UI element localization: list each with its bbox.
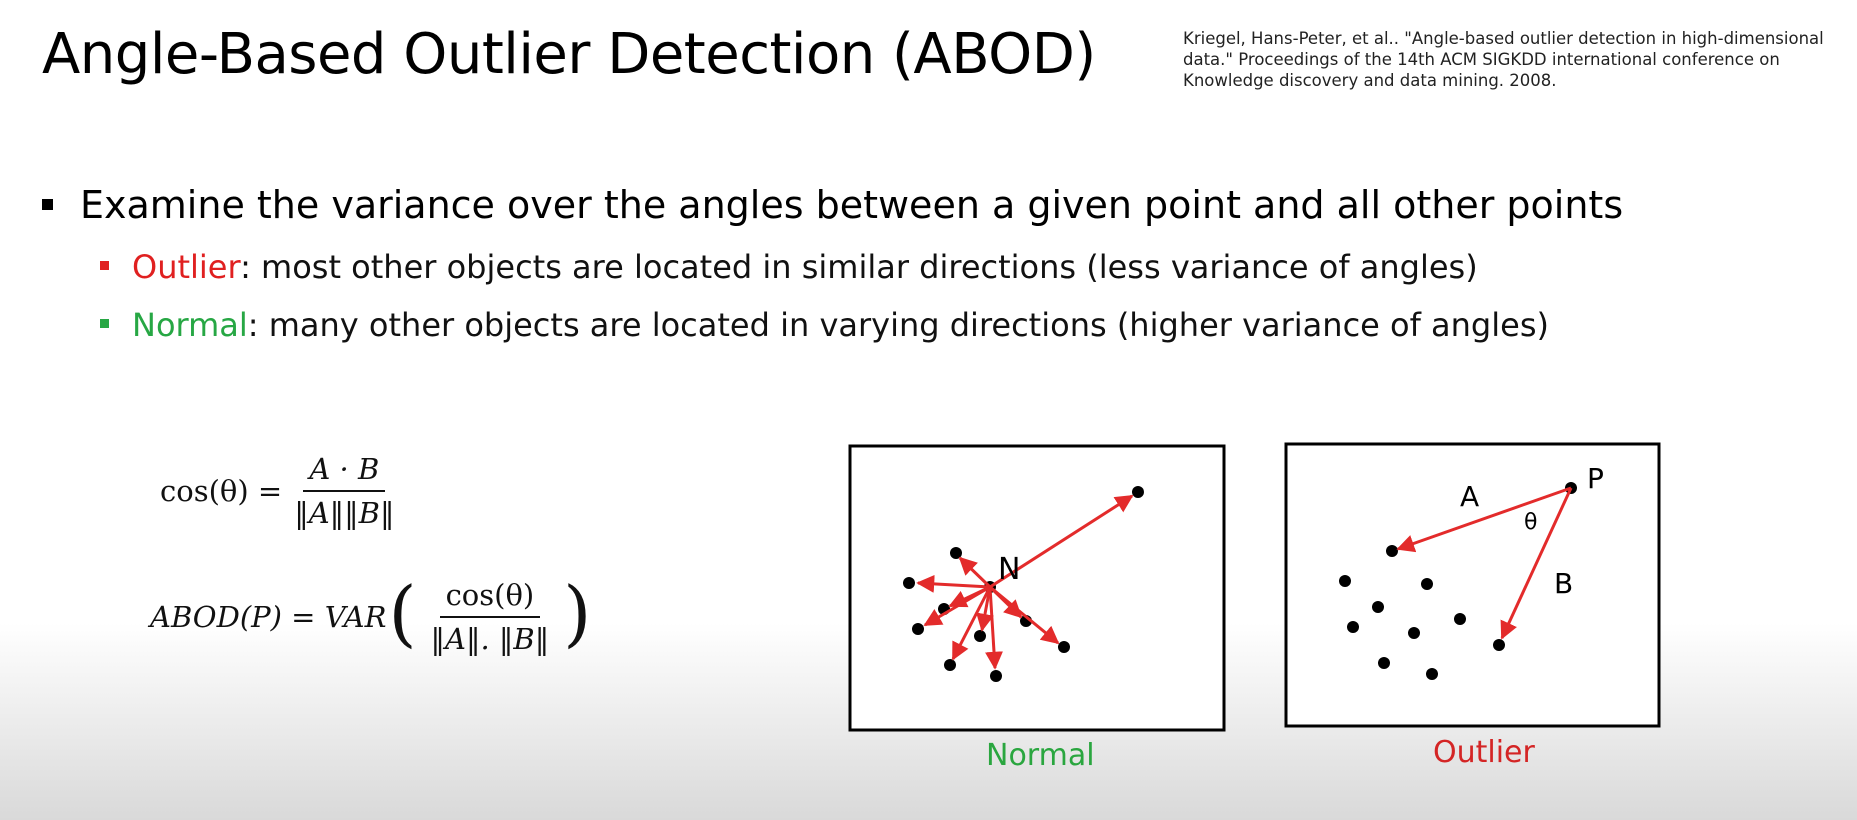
data-point <box>1493 639 1505 651</box>
bullet-square-icon <box>42 199 53 210</box>
data-point <box>944 659 956 671</box>
data-point <box>990 670 1002 682</box>
normal-caption: Normal <box>986 738 1095 773</box>
bullet-square-icon <box>100 318 109 328</box>
outlier-bullet: Outlier: most other objects are located … <box>100 248 1478 286</box>
outlier-points <box>1339 482 1577 680</box>
normal-description: : many other objects are located in vary… <box>247 306 1549 344</box>
cosine-formula-lhs: cos(θ) = <box>160 474 283 508</box>
data-point <box>1339 575 1351 587</box>
left-paren: ( <box>388 571 417 655</box>
angle-label: θ <box>1524 510 1538 535</box>
data-point <box>1408 627 1420 639</box>
abod-denominator: ‖A‖. ‖B‖ <box>430 622 550 656</box>
cosine-denominator: ‖A‖‖B‖ <box>294 496 395 530</box>
outlier-arrows <box>1396 486 1573 640</box>
abod-formula-lhs: ABOD(P) = VAR <box>150 600 387 634</box>
vector-a-label: A <box>1460 480 1480 513</box>
bullet-square-icon <box>100 260 109 270</box>
abod-fraction: cos(θ) ‖A‖. ‖B‖ <box>425 578 556 656</box>
data-point <box>912 623 924 635</box>
outlier-term: Outlier <box>132 248 241 286</box>
normal-diagram-box <box>848 444 1226 732</box>
outlier-description: : most other objects are located in simi… <box>240 248 1478 286</box>
data-point <box>1372 601 1384 613</box>
data-point <box>1426 668 1438 680</box>
data-point <box>1058 641 1070 653</box>
data-point <box>903 577 915 589</box>
abod-formula: ABOD(P) = VAR ( cos(θ) ‖A‖. ‖B‖ ) <box>150 571 593 656</box>
cosine-fraction: A · B ‖A‖‖B‖ <box>288 452 400 530</box>
data-point <box>1386 545 1398 557</box>
data-point <box>1421 578 1433 590</box>
main-bullet: Examine the variance over the angles bet… <box>42 183 1623 227</box>
data-point <box>950 547 962 559</box>
outlier-caption: Outlier <box>1433 735 1535 770</box>
right-paren: ) <box>563 571 592 655</box>
citation: Kriegel, Hans-Peter, et al.. "Angle-base… <box>1183 29 1824 90</box>
normal-bullet: Normal: many other objects are located i… <box>100 306 1549 344</box>
page-title: Angle-Based Outlier Detection (ABOD) <box>42 22 1096 87</box>
normal-term: Normal <box>132 306 248 344</box>
cosine-formula: cos(θ) = A · B ‖A‖‖B‖ <box>160 452 406 530</box>
data-point <box>1347 621 1359 633</box>
data-point <box>974 630 986 642</box>
cosine-numerator: A · B <box>303 452 386 492</box>
abod-numerator: cos(θ) <box>439 578 541 618</box>
normal-point-label: N <box>998 552 1021 587</box>
data-point <box>1132 486 1144 498</box>
main-bullet-text: Examine the variance over the angles bet… <box>80 183 1624 227</box>
data-point <box>1454 613 1466 625</box>
vector-b-label: B <box>1554 567 1574 600</box>
outlier-point-label: P <box>1587 462 1604 495</box>
data-point <box>1378 657 1390 669</box>
normal-arrows <box>916 494 1134 670</box>
